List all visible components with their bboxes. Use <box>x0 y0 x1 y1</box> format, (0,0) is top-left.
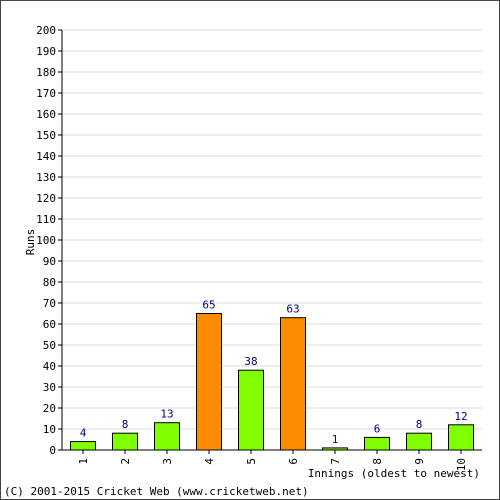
x-tick-label: 3 <box>161 458 174 465</box>
x-tick-label: 10 <box>455 458 468 471</box>
bar <box>364 436 390 451</box>
x-tick-label: 9 <box>413 458 426 465</box>
x-tick-label: 2 <box>119 458 132 465</box>
y-tick-label: 100 <box>36 234 56 247</box>
bar <box>280 317 306 451</box>
y-tick-label: 120 <box>36 192 56 205</box>
grid-lines <box>62 29 482 430</box>
y-tick-label: 170 <box>36 87 56 100</box>
bar-value-label: 8 <box>122 418 129 431</box>
y-axis-ticks: 0 10 20 30 40 50 60 70 80 90 100 110 120 130 140 150 160… <box>36 24 62 457</box>
bar-value-label: 4 <box>80 427 87 440</box>
bar <box>70 441 96 451</box>
bar-value-label: 13 <box>160 408 173 421</box>
y-tick-label: 20 <box>43 402 56 415</box>
x-tick-label: 4 <box>203 458 216 465</box>
bars <box>70 313 474 451</box>
x-tick-label: 7 <box>329 458 342 465</box>
bar <box>196 313 222 451</box>
bar <box>448 424 474 451</box>
bar-value-label: 1 <box>332 433 339 446</box>
y-tick-label: 0 <box>49 444 56 457</box>
bar <box>406 432 432 451</box>
y-tick-label: 140 <box>36 150 56 163</box>
bar <box>154 422 180 451</box>
y-tick-label: 80 <box>43 276 56 289</box>
bar-value-label: 12 <box>454 410 467 423</box>
y-tick-label: 150 <box>36 129 56 142</box>
y-tick-label: 180 <box>36 66 56 79</box>
y-tick-label: 160 <box>36 108 56 121</box>
y-tick-label: 190 <box>36 45 56 58</box>
bar-value-label: 65 <box>202 299 215 312</box>
x-tick-label: 8 <box>371 458 384 465</box>
bar-value-label: 38 <box>244 355 257 368</box>
x-tick-label: 6 <box>287 458 300 465</box>
y-tick-label: 50 <box>43 339 56 352</box>
x-tick-label: 1 <box>77 458 90 465</box>
x-axis-label: Innings (oldest to newest) <box>308 467 480 480</box>
y-tick-label: 200 <box>36 24 56 37</box>
x-axis-ticks: 1 2 3 4 5 6 7 8 9 10 <box>77 450 468 471</box>
y-tick-label: 60 <box>43 318 56 331</box>
x-tick-label: 5 <box>245 458 258 465</box>
y-tick-label: 110 <box>36 213 56 226</box>
bar-value-label: 6 <box>374 422 381 435</box>
y-tick-label: 40 <box>43 360 56 373</box>
copyright-footer: (C) 2001-2015 Cricket Web (www.cricketwe… <box>4 485 309 498</box>
bar <box>238 369 264 451</box>
y-tick-label: 90 <box>43 255 56 268</box>
y-tick-label: 130 <box>36 171 56 184</box>
y-tick-label: 30 <box>43 381 56 394</box>
bar-value-label: 63 <box>286 303 299 316</box>
value-labels: 4 8 13 65 38 63 1 6 8 12 <box>80 299 468 446</box>
y-tick-label: 10 <box>43 423 56 436</box>
y-tick-label: 70 <box>43 297 56 310</box>
bar <box>112 432 138 451</box>
y-axis-label: Runs <box>24 229 37 256</box>
bar-value-label: 8 <box>416 418 423 431</box>
